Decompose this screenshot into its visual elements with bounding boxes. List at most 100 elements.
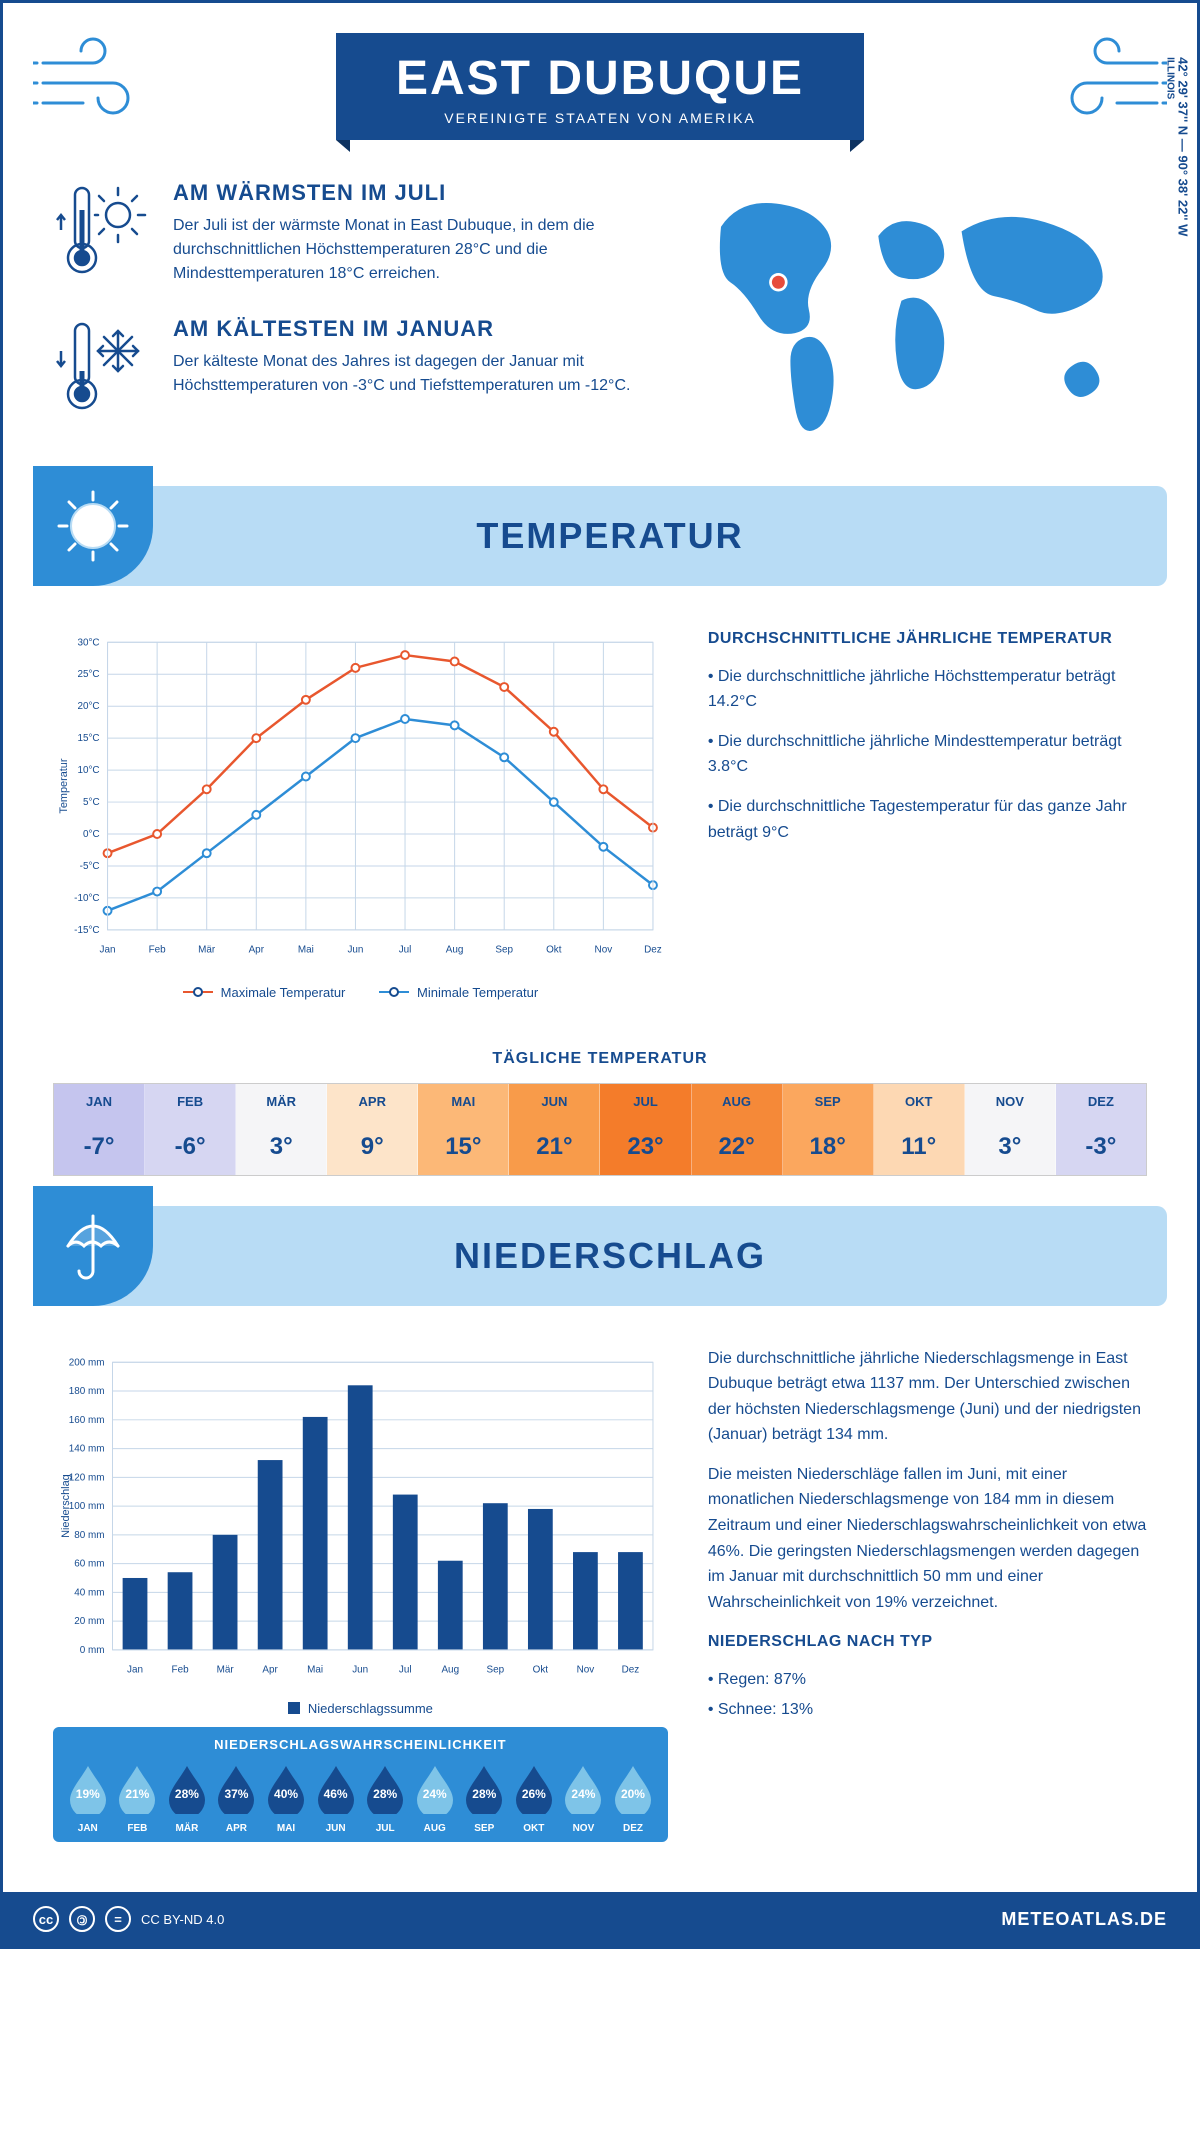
- footer-license: cc 🄯 = CC BY-ND 4.0: [33, 1906, 224, 1932]
- temp-cell: DEZ-3°: [1056, 1084, 1146, 1175]
- svg-text:Jul: Jul: [399, 1664, 412, 1675]
- world-map: [684, 180, 1147, 440]
- svg-text:Jul: Jul: [399, 945, 412, 956]
- footer: cc 🄯 = CC BY-ND 4.0 METEOATLAS.DE: [3, 1892, 1197, 1946]
- daily-temp-title: TÄGLICHE TEMPERATUR: [3, 1050, 1197, 1068]
- probability-cell: 19%JAN: [65, 1762, 111, 1834]
- temp-cell: OKT11°: [874, 1084, 965, 1175]
- probability-cell: 28%SEP: [462, 1762, 508, 1834]
- probability-cell: 37%APR: [214, 1762, 260, 1834]
- infographic-page: EAST DUBUQUE VEREINIGTE STAATEN VON AMER…: [0, 0, 1200, 1949]
- temp-cell: FEB-6°: [145, 1084, 236, 1175]
- precip-snow: • Schnee: 13%: [708, 1697, 1147, 1723]
- temp-cell: MÄR3°: [236, 1084, 327, 1175]
- svg-text:25°C: 25°C: [77, 669, 99, 680]
- probability-row: 19%JAN21%FEB28%MÄR37%APR40%MAI46%JUN28%J…: [65, 1762, 656, 1834]
- svg-text:30°C: 30°C: [77, 637, 99, 648]
- temp-summary-p2: • Die durchschnittliche jährliche Mindes…: [708, 729, 1147, 780]
- temperature-title: TEMPERATUR: [153, 515, 1167, 557]
- temp-cell: AUG22°: [692, 1084, 783, 1175]
- svg-text:100 mm: 100 mm: [69, 1501, 105, 1512]
- temp-cell: JUL23°: [600, 1084, 691, 1175]
- svg-text:20°C: 20°C: [77, 701, 99, 712]
- temperature-legend: .legend-swatch::after{border-color:inher…: [53, 981, 668, 1000]
- svg-text:Jan: Jan: [100, 945, 116, 956]
- fact-warmest: AM WÄRMSTEN IM JULI Der Juli ist der wär…: [53, 180, 654, 286]
- thermometer-hot-icon: [53, 180, 153, 280]
- svg-text:10°C: 10°C: [77, 765, 99, 776]
- precipitation-bar-chart: 0 mm20 mm40 mm60 mm80 mm100 mm120 mm140 …: [53, 1346, 668, 1686]
- footer-brand: METEOATLAS.DE: [1001, 1909, 1167, 1930]
- wind-icon-right: [1037, 33, 1167, 123]
- precip-legend: Niederschlagssumme: [53, 1701, 668, 1718]
- svg-text:120 mm: 120 mm: [69, 1472, 105, 1483]
- probability-cell: 26%OKT: [511, 1762, 557, 1834]
- temperature-banner: TEMPERATUR: [33, 486, 1167, 586]
- probability-cell: 21%FEB: [115, 1762, 161, 1834]
- svg-text:Okt: Okt: [533, 1664, 549, 1675]
- page-title: EAST DUBUQUE: [396, 51, 804, 106]
- precip-rain: • Regen: 87%: [708, 1667, 1147, 1693]
- temp-summary-p1: • Die durchschnittliche jährliche Höchst…: [708, 664, 1147, 715]
- probability-cell: 24%AUG: [412, 1762, 458, 1834]
- svg-text:5°C: 5°C: [83, 797, 100, 808]
- svg-text:Temperatur: Temperatur: [58, 758, 70, 813]
- precip-p2: Die meisten Niederschläge fallen im Juni…: [708, 1462, 1147, 1616]
- probability-cell: 28%MÄR: [164, 1762, 210, 1834]
- svg-text:200 mm: 200 mm: [69, 1357, 105, 1368]
- svg-text:Apr: Apr: [262, 1664, 278, 1675]
- svg-text:Mai: Mai: [307, 1664, 323, 1675]
- svg-text:Jan: Jan: [127, 1664, 143, 1675]
- facts-column: AM WÄRMSTEN IM JULI Der Juli ist der wär…: [53, 180, 654, 446]
- temp-cell: APR9°: [327, 1084, 418, 1175]
- svg-text:Dez: Dez: [622, 1664, 640, 1675]
- map-column: 42° 29' 37'' N — 90° 38' 22'' W ILLINOIS: [684, 180, 1147, 446]
- location-marker: [772, 276, 785, 289]
- svg-text:Sep: Sep: [487, 1664, 505, 1675]
- svg-text:180 mm: 180 mm: [69, 1386, 105, 1397]
- temperature-chart-col: -15°C-10°C-5°C0°C5°C10°C15°C20°C25°C30°C…: [53, 626, 668, 1000]
- svg-text:-15°C: -15°C: [74, 925, 99, 936]
- temperature-line-chart: -15°C-10°C-5°C0°C5°C10°C15°C20°C25°C30°C…: [53, 626, 668, 966]
- sun-icon: [33, 466, 153, 586]
- precip-legend-label: Niederschlagssumme: [308, 1701, 433, 1716]
- probability-cell: 28%JUL: [362, 1762, 408, 1834]
- svg-text:Sep: Sep: [495, 945, 513, 956]
- fact-warm-text: Der Juli ist der wärmste Monat in East D…: [173, 214, 654, 286]
- svg-text:40 mm: 40 mm: [74, 1587, 104, 1598]
- svg-text:-5°C: -5°C: [80, 861, 100, 872]
- page-subtitle: VEREINIGTE STAATEN VON AMERIKA: [396, 110, 804, 126]
- svg-text:Mär: Mär: [217, 1664, 235, 1675]
- precipitation-chart-col: 0 mm20 mm40 mm60 mm80 mm100 mm120 mm140 …: [53, 1346, 668, 1853]
- svg-text:Niederschlag: Niederschlag: [60, 1474, 72, 1538]
- temperature-summary: DURCHSCHNITTLICHE JÄHRLICHE TEMPERATUR •…: [708, 626, 1147, 1000]
- svg-text:0°C: 0°C: [83, 829, 100, 840]
- cc-icon: cc: [33, 1906, 59, 1932]
- svg-text:Aug: Aug: [446, 945, 464, 956]
- title-banner: EAST DUBUQUE VEREINIGTE STAATEN VON AMER…: [336, 33, 864, 140]
- fact-warm-title: AM WÄRMSTEN IM JULI: [173, 180, 654, 206]
- legend-min: Minimale Temperatur: [417, 985, 538, 1000]
- prob-title: NIEDERSCHLAGSWAHRSCHEINLICHKEIT: [65, 1737, 656, 1752]
- probability-cell: 20%DEZ: [610, 1762, 656, 1834]
- coords-text: 42° 29' 37'' N — 90° 38' 22'' W: [1175, 57, 1190, 236]
- svg-text:Jun: Jun: [352, 1664, 368, 1675]
- wind-icon-left: [33, 33, 163, 123]
- precipitation-probability-box: NIEDERSCHLAGSWAHRSCHEINLICHKEIT 19%JAN21…: [53, 1727, 668, 1842]
- svg-text:Feb: Feb: [149, 945, 167, 956]
- svg-text:Aug: Aug: [441, 1664, 459, 1675]
- temp-summary-title: DURCHSCHNITTLICHE JÄHRLICHE TEMPERATUR: [708, 626, 1147, 652]
- fact-cold-text: Der kälteste Monat des Jahres ist dagege…: [173, 350, 654, 398]
- precipitation-title: NIEDERSCHLAG: [153, 1235, 1167, 1277]
- fact-cold-title: AM KÄLTESTEN IM JANUAR: [173, 316, 654, 342]
- svg-text:20 mm: 20 mm: [74, 1616, 104, 1627]
- precipitation-content: 0 mm20 mm40 mm60 mm80 mm100 mm120 mm140 …: [3, 1326, 1197, 1873]
- svg-text:140 mm: 140 mm: [69, 1443, 105, 1454]
- probability-cell: 24%NOV: [561, 1762, 607, 1834]
- daily-temperature-table: JAN-7°FEB-6°MÄR3°APR9°MAI15°JUN21°JUL23°…: [53, 1083, 1147, 1176]
- license-text: CC BY-ND 4.0: [141, 1912, 224, 1927]
- temp-cell: JAN-7°: [54, 1084, 145, 1175]
- svg-text:Dez: Dez: [644, 945, 662, 956]
- svg-text:Mai: Mai: [298, 945, 314, 956]
- svg-text:Jun: Jun: [347, 945, 363, 956]
